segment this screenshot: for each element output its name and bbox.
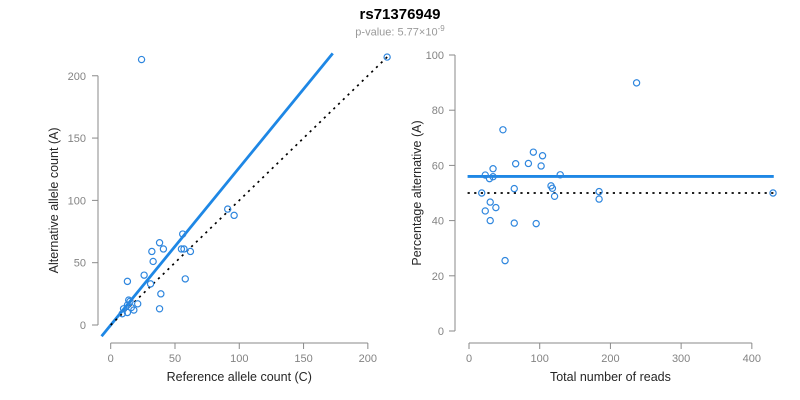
- data-point: [595, 195, 603, 203]
- left-scatter-plot: 0 50 100 150 200 0 50 100 150 200 Reference allele…: [47, 52, 391, 384]
- x-axis-title: Total number of reads: [550, 370, 671, 384]
- data-point: [146, 280, 155, 288]
- data-point: [155, 305, 164, 313]
- x-tick-label: 50: [169, 353, 181, 365]
- data-point: [481, 207, 489, 215]
- data-point: [769, 189, 777, 197]
- data-point: [119, 305, 128, 313]
- data-point: [632, 79, 641, 87]
- identity-line: [110, 55, 389, 326]
- y-tick-label: 80: [432, 105, 444, 117]
- x-tick-label: 150: [294, 353, 312, 365]
- data-point: [548, 184, 557, 193]
- data-point: [550, 192, 559, 201]
- data-point: [159, 245, 168, 253]
- data-point: [511, 160, 520, 168]
- data-point: [529, 148, 538, 156]
- data-point: [486, 216, 494, 225]
- data-point: [140, 271, 148, 279]
- x-tick-label: 200: [601, 353, 619, 365]
- y-tick-label: 0: [438, 326, 444, 338]
- data-point: [510, 219, 518, 227]
- data-point: [492, 203, 500, 212]
- y-tick-label: 50: [74, 258, 86, 270]
- data-point: [186, 247, 195, 256]
- x-tick-label: 300: [672, 353, 690, 365]
- data-point: [499, 126, 507, 134]
- data-point: [538, 152, 547, 160]
- data-point: [595, 187, 603, 196]
- data-point: [178, 230, 187, 238]
- data-point: [130, 306, 138, 314]
- data-point: [481, 171, 489, 179]
- y-tick-label: 20: [432, 271, 444, 283]
- data-point: [133, 300, 142, 308]
- data-point: [123, 277, 132, 286]
- y-tick-label: 100: [426, 50, 444, 62]
- data-point: [532, 219, 540, 228]
- y-tick-label: 0: [80, 320, 86, 332]
- data-point: [489, 173, 497, 181]
- data-point: [177, 245, 186, 253]
- data-point: [149, 257, 157, 266]
- x-tick-label: 100: [230, 353, 248, 365]
- data-point: [501, 256, 509, 265]
- right-scatter-plot: 0 20 40 60 80 100 0 100 200 300 400 Total number of…: [410, 50, 777, 384]
- data-point: [489, 165, 497, 173]
- y-tick-label: 200: [68, 71, 86, 83]
- data-point: [157, 290, 165, 298]
- data-point: [181, 275, 189, 283]
- data-point: [485, 174, 494, 183]
- data-point: [137, 55, 146, 64]
- data-point: [486, 198, 494, 206]
- data-point: [148, 247, 156, 256]
- data-point: [118, 310, 126, 318]
- data-point: [155, 239, 164, 247]
- x-tick-label: 400: [743, 353, 761, 365]
- data-point: [180, 245, 188, 253]
- x-tick-label: 0: [108, 353, 114, 365]
- data-point: [124, 296, 133, 304]
- y-tick-label: 150: [68, 133, 86, 145]
- x-axis-title: Reference allele count (C): [167, 370, 312, 384]
- data-point: [230, 211, 238, 220]
- data-point: [524, 159, 533, 168]
- y-tick-label: 40: [432, 216, 444, 228]
- x-tick-label: 200: [359, 353, 377, 365]
- y-axis-title: Alternative allele count (A): [47, 127, 61, 273]
- data-point: [510, 184, 518, 193]
- y-tick-label: 60: [432, 160, 444, 172]
- x-tick-label: 0: [466, 353, 472, 365]
- data-point: [556, 171, 564, 179]
- fit-line: [100, 52, 334, 338]
- x-tick-label: 100: [531, 353, 549, 365]
- data-point: [223, 205, 232, 213]
- data-point: [478, 189, 486, 197]
- y-tick-label: 100: [68, 195, 86, 207]
- data-point: [537, 162, 545, 170]
- y-axis-title: Percentage alternative (A): [410, 120, 424, 265]
- data-point: [383, 53, 391, 61]
- data-point: [123, 308, 132, 317]
